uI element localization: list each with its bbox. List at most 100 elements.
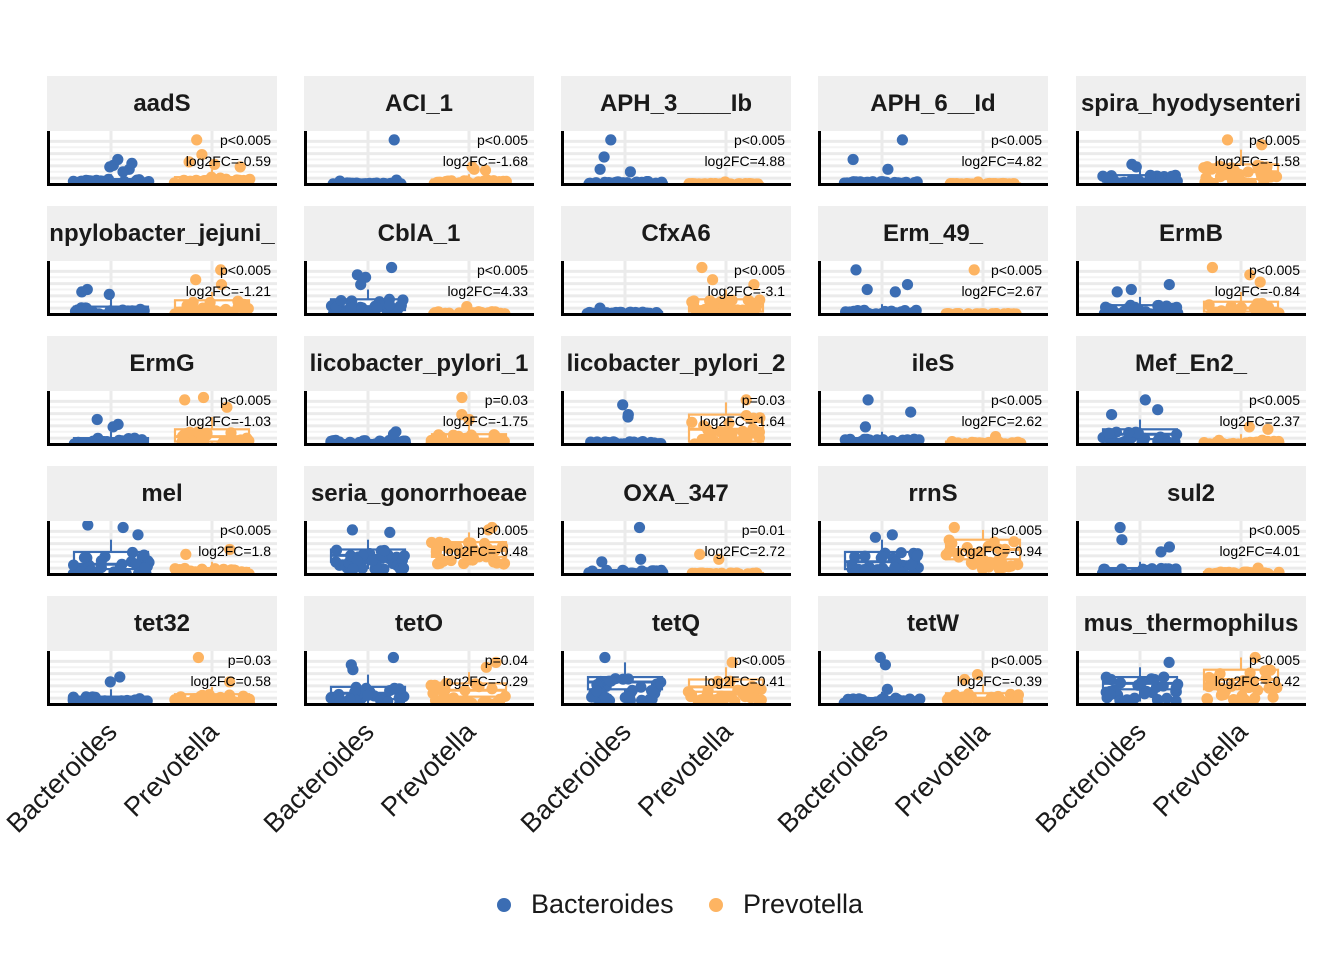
facet-strip: ErmG — [47, 336, 277, 391]
data-point — [433, 429, 445, 441]
facet-strip: ileS — [818, 336, 1048, 391]
data-point — [1214, 668, 1226, 680]
log2fc-annotation: log2FC=-1.03 — [186, 413, 271, 429]
data-point — [731, 304, 743, 316]
data-point — [134, 693, 146, 705]
data-point — [68, 559, 80, 571]
outlier-point — [971, 669, 984, 681]
facet-plot-area: p<0.005 log2FC=-0.84 — [1076, 261, 1306, 316]
data-point — [723, 417, 735, 429]
data-point — [701, 692, 714, 704]
facet-title: rrnS — [908, 480, 958, 507]
pvalue-annotation: p<0.005 — [734, 132, 785, 148]
outlier-point — [347, 664, 359, 676]
log2fc-annotation: log2FC=-1.21 — [186, 283, 271, 299]
outlier-point — [740, 394, 752, 406]
log2fc-annotation: log2FC=-1.64 — [700, 413, 785, 429]
data-point — [1136, 676, 1148, 688]
data-point — [1242, 166, 1254, 178]
data-point — [1236, 690, 1248, 702]
data-point — [473, 681, 485, 693]
data-point — [362, 689, 374, 701]
outlier-point — [859, 421, 871, 433]
facet-panel: APH_3____Ib p<0.005 log2FC=4.88 — [561, 76, 791, 186]
outlier-point — [696, 261, 708, 274]
data-point — [1201, 694, 1214, 706]
series-bacteroides — [325, 261, 409, 316]
legend-label-bacteroides: Bacteroides — [531, 889, 674, 919]
facet-panel: spira_hyodysenteri p<0.005 log2FC=-1.58 — [1076, 76, 1306, 186]
data-point — [877, 562, 889, 574]
data-point — [982, 540, 994, 552]
log2fc-annotation: log2FC=2.62 — [961, 413, 1042, 429]
facet-plot-area: p=0.04 log2FC=-0.29 — [304, 651, 534, 706]
legend: Bacteroides Prevotella — [0, 889, 1344, 929]
data-point — [745, 682, 757, 694]
facet-strip: OXA_347 — [561, 466, 791, 521]
facet-title: sul2 — [1166, 480, 1216, 507]
outlier-point — [707, 274, 719, 286]
pvalue-annotation: p<0.005 — [220, 132, 271, 148]
outlier-point — [847, 153, 859, 166]
facet-title: Erm_49_ — [882, 220, 984, 247]
outlier-point — [968, 264, 980, 276]
outlier-point — [694, 548, 706, 560]
facet-strip: tet32 — [47, 596, 277, 651]
facet-panel: ileS p<0.005 log2FC=2.62 — [818, 336, 1048, 446]
log2fc-annotation: log2FC=4.33 — [447, 283, 528, 299]
facet-panel: CfxA6 p<0.005 log2FC=-3.1 — [561, 206, 791, 316]
facet-panel: npylobacter_jejuni_ p<0.005 log2FC=-1.21 — [47, 206, 277, 316]
outlier-point — [1125, 283, 1137, 296]
facet-panel: Erm_49_ p<0.005 log2FC=2.67 — [818, 206, 1048, 316]
data-point — [366, 555, 379, 567]
facet-strip: mus_thermophilus — [1076, 596, 1306, 651]
facet-plot-area: p<0.005 log2FC=4.33 — [304, 261, 534, 316]
data-point — [992, 554, 1005, 566]
facet-plot-area: p<0.005 log2FC=4.88 — [561, 131, 791, 186]
facet-plot-area: p<0.005 log2FC=2.37 — [1076, 391, 1306, 446]
series-prevotella — [940, 521, 1024, 575]
data-point — [177, 430, 189, 442]
facet-panel: rrnS p<0.005 log2FC=-0.94 — [818, 466, 1048, 576]
facet-strip: spira_hyodysenteri — [1076, 76, 1306, 131]
data-point — [949, 689, 961, 701]
facet-title: tetW — [907, 610, 959, 637]
data-point — [655, 676, 667, 688]
data-point — [707, 300, 719, 312]
pvalue-annotation: p<0.005 — [477, 262, 528, 278]
facet-panel: ErmG p<0.005 log2FC=-1.03 — [47, 336, 277, 446]
data-point — [1255, 167, 1267, 179]
data-point — [913, 434, 925, 446]
log2fc-annotation: log2FC=-0.39 — [957, 673, 1042, 689]
log2fc-annotation: log2FC=2.37 — [1219, 413, 1300, 429]
outlier-point — [482, 524, 494, 536]
data-point — [617, 673, 629, 685]
series-prevotella — [686, 394, 766, 446]
facet-plot-area: p<0.005 log2FC=-1.03 — [47, 391, 277, 446]
data-point — [86, 691, 99, 703]
pvalue-annotation: p<0.005 — [477, 522, 528, 538]
legend-label-prevotella: Prevotella — [743, 889, 864, 919]
facet-strip: tetQ — [561, 596, 791, 651]
data-point — [1103, 427, 1115, 439]
facet-title: ACI_1 — [384, 90, 454, 117]
data-point — [138, 549, 150, 561]
data-point — [175, 691, 187, 703]
outlier-point — [1163, 656, 1175, 668]
data-point — [430, 546, 442, 558]
series-bacteroides — [1100, 656, 1184, 706]
data-point — [876, 551, 888, 563]
outlier-point — [948, 521, 960, 534]
facet-plot-area: p<0.005 log2FC=-0.48 — [304, 521, 534, 576]
data-point — [397, 563, 409, 575]
facet-title: aadS — [133, 90, 191, 117]
outlier-point — [617, 399, 629, 411]
data-point — [623, 691, 636, 703]
log2fc-annotation: log2FC=-3.1 — [708, 283, 786, 299]
outlier-point — [599, 651, 611, 664]
outlier-point — [390, 174, 403, 186]
facet-plot-area: p<0.005 log2FC=-1.21 — [47, 261, 277, 316]
pvalue-annotation: p<0.005 — [991, 392, 1042, 408]
pvalue-annotation: p=0.03 — [742, 392, 785, 408]
data-point — [715, 690, 727, 702]
